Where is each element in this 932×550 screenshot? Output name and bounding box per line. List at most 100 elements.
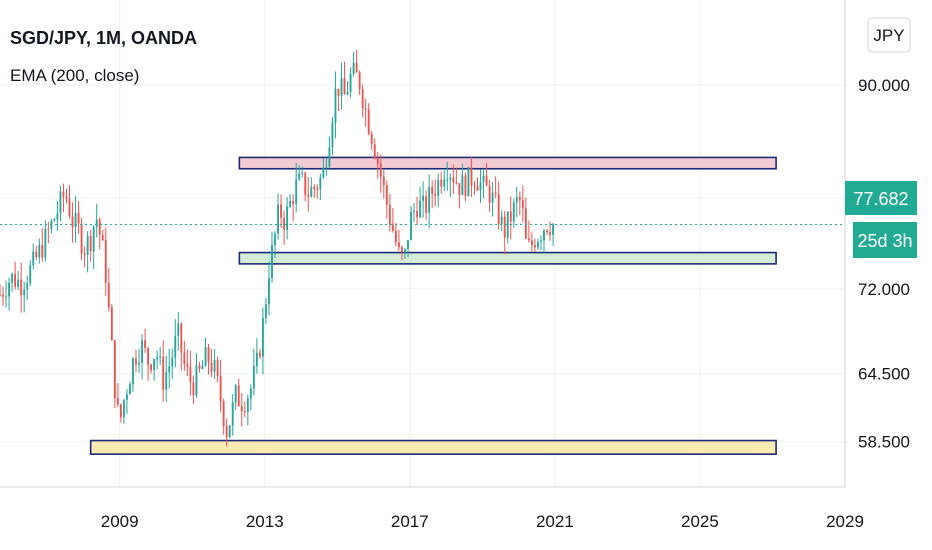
candle-body [122,399,125,418]
candle-body [552,224,554,235]
y-tick-label: 72.000 [858,280,910,299]
candle-body [201,365,204,369]
candle-body [295,179,298,205]
candle-body [521,200,524,209]
candle-body [59,191,62,214]
candle-body [5,296,7,298]
candle-body [373,144,376,158]
candle-body [361,89,364,109]
candle-body [113,340,116,399]
candle-body [515,196,518,203]
candle-body [144,340,147,349]
indicator-label[interactable]: EMA (200, close) [10,66,139,85]
candle-body [23,289,26,296]
candle-body [138,362,140,365]
candle-body [343,78,346,95]
candle-body [497,193,500,225]
candle-body [500,216,503,225]
candle-body [349,73,352,92]
candle-body [107,283,110,308]
candle-body [488,185,491,203]
zone-resistance [238,156,777,170]
candle-body [428,187,431,213]
candle-body [195,365,198,396]
candle-body [382,176,385,186]
candle-body [289,200,292,207]
countdown-value: 25d 3h [857,231,912,251]
candle-body [159,356,162,358]
candle-body [413,211,415,213]
candle-body [458,183,461,195]
candle-body [352,62,355,74]
candle-body [258,352,261,357]
candle-body [198,365,201,369]
candle-body [307,194,310,197]
candle-body [370,133,373,145]
candle-body [376,157,379,164]
candle-body [388,204,391,224]
candle-body [183,352,186,364]
candle-body [301,172,304,174]
candle-body [358,72,361,90]
candle-body [240,406,243,412]
candle-body [540,240,542,242]
candle-body [216,359,219,377]
candle-body [147,348,150,365]
candle-body [407,239,409,250]
candle-body [482,175,485,183]
candle-body [546,230,548,233]
candle-body [116,398,119,405]
candle-body [313,187,316,189]
candle-body [53,219,56,221]
candle-body [419,200,422,217]
candle-body [129,384,131,395]
candle-body [110,307,113,341]
candle-body [83,253,86,256]
candle-body [62,191,65,197]
candle-body [310,187,313,197]
candle-body [174,335,177,358]
candle-body [237,385,240,407]
candle-body [210,362,213,372]
candle-body [74,212,77,228]
x-tick-label: 2029 [826,512,864,531]
candle-body [434,193,437,196]
candle-body [141,340,143,363]
candle-body [231,402,234,426]
currency-button[interactable]: JPY [867,17,911,53]
candle-body [50,220,53,230]
candle-body [261,318,264,357]
candle-body [479,182,482,191]
candle-body [298,173,301,180]
y-tick-label: 58.500 [858,433,910,452]
candle-body [316,188,319,190]
candle-body [286,206,289,230]
candle-body [204,347,207,366]
candle-body [153,359,156,370]
candle-body [246,398,249,413]
time-axis[interactable]: 2009 2013 2017 2021 2025 2029 [101,512,864,531]
candle-body [340,78,343,96]
candle-body [125,394,128,400]
candle-body [549,232,551,235]
candle-body [325,166,328,168]
candle-body [156,357,159,360]
chart-title: SGD/JPY, 1M, OANDA [10,28,197,48]
candle-body [171,357,174,367]
candle-body [101,234,104,241]
candle-body [530,240,533,245]
candle-body [331,122,334,148]
candle-body [449,177,452,180]
candle-body [44,228,47,258]
countdown-tag: 25d 3h [853,222,917,258]
candle-body [394,230,397,243]
candle-body [491,192,494,203]
candle-body [268,277,270,305]
candle-body [8,282,11,297]
candle-body [524,208,527,239]
candle-body [355,62,358,73]
candle-body [527,238,530,241]
candle-body [512,202,515,222]
